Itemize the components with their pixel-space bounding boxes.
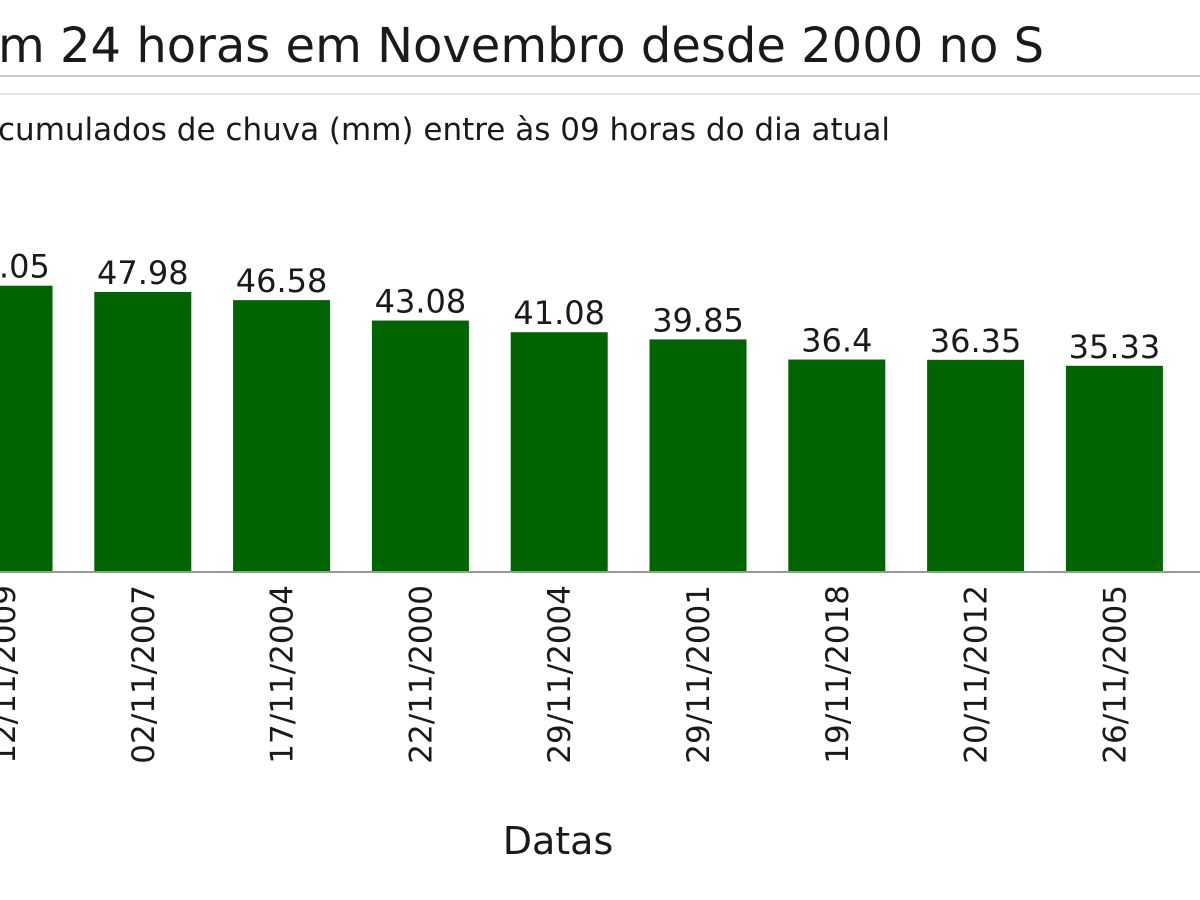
bar	[233, 300, 331, 572]
value-label: 49.05	[0, 248, 50, 286]
chart-title: m 24 horas em Novembro desde 2000 no S	[0, 18, 1044, 74]
x-tick-label: 29/11/2001	[681, 585, 717, 764]
x-tick-label: 22/11/2000	[403, 585, 439, 764]
chart-subtitle: cumulados de chuva (mm) entre às 09 hora…	[0, 112, 890, 148]
bar	[94, 291, 192, 572]
bar	[0, 285, 53, 572]
value-label: 39.85	[652, 301, 744, 339]
x-tick-label: 26/11/2005	[1097, 585, 1133, 764]
x-tick-label: 20/11/2012	[959, 585, 995, 764]
x-tick-label: 02/11/2007	[126, 585, 162, 764]
x-tick-label: 19/11/2018	[820, 585, 856, 764]
value-label: 43.08	[375, 283, 467, 321]
value-label: 36.35	[930, 322, 1022, 360]
x-axis-label: Datas	[503, 819, 614, 863]
bar	[371, 320, 469, 572]
value-label: 36.4	[801, 322, 872, 360]
bar	[649, 339, 747, 572]
x-tick-label: 17/11/2004	[265, 585, 301, 764]
x-tick-label: 12/11/2009	[0, 585, 23, 764]
bar	[1065, 365, 1163, 572]
bar	[927, 359, 1025, 572]
bar	[788, 359, 886, 572]
x-tick-label: 29/11/2004	[542, 585, 578, 764]
value-label: 47.98	[97, 254, 189, 292]
value-label: 46.58	[236, 262, 328, 300]
bar	[510, 332, 608, 572]
value-label: 41.08	[513, 294, 605, 332]
value-label: 35.33	[1069, 328, 1161, 366]
